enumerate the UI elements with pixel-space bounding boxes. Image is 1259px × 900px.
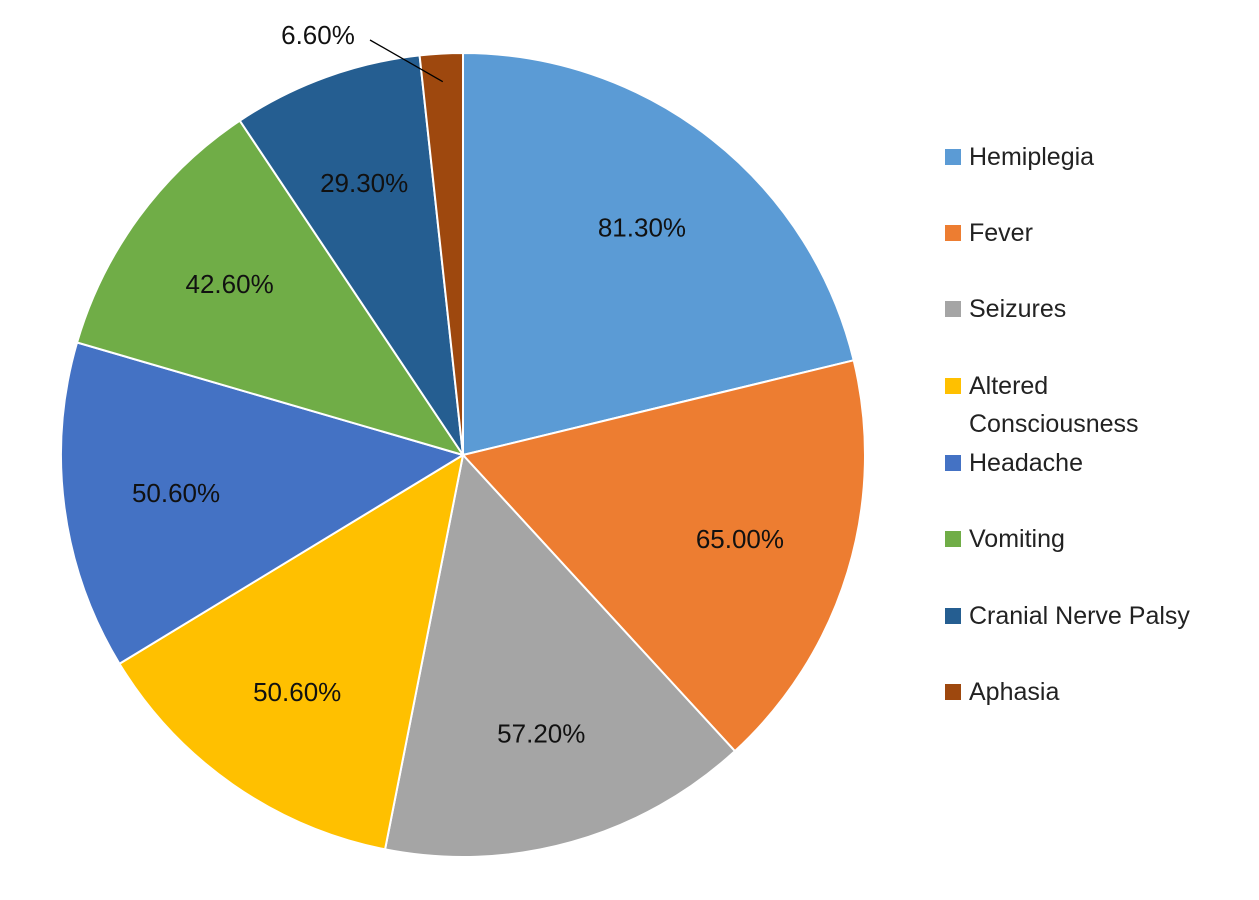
legend-label: Fever bbox=[969, 219, 1033, 247]
pie-slice-seizures bbox=[383, 452, 737, 858]
legend-swatch bbox=[945, 149, 961, 165]
legend-swatch bbox=[945, 531, 961, 547]
legend-label: Altered Consciousness bbox=[969, 372, 1139, 438]
legend-item-seizures: Seizures bbox=[945, 290, 1245, 328]
data-label-fever: 65.00% bbox=[696, 524, 784, 554]
data-label-cranial-nerve-palsy: 29.30% bbox=[320, 168, 408, 198]
legend-label: Seizures bbox=[969, 295, 1067, 323]
data-label-altered-consciousness: 50.60% bbox=[253, 677, 341, 707]
legend-swatch bbox=[945, 455, 961, 471]
legend-swatch bbox=[945, 301, 961, 317]
pie-slice-hemiplegia bbox=[462, 51, 855, 457]
legend-item-fever: Fever bbox=[945, 214, 1245, 252]
leader-line bbox=[369, 39, 444, 83]
legend-item-vomiting: Vomiting bbox=[945, 520, 1245, 558]
legend-item-hemiplegia: Hemiplegia bbox=[945, 138, 1245, 176]
data-label-aphasia: 6.60% bbox=[281, 20, 355, 50]
legend-item-cranial-nerve-palsy: Cranial Nerve Palsy bbox=[945, 597, 1245, 635]
legend-swatch bbox=[945, 684, 961, 700]
pie-slice-altered-consciousness bbox=[118, 452, 465, 851]
legend-item-aphasia: Aphasia bbox=[945, 673, 1245, 711]
legend-label: Vomiting bbox=[969, 525, 1065, 553]
data-label-vomiting: 42.60% bbox=[186, 269, 274, 299]
legend-item-altered-consciousness: Altered Consciousness bbox=[945, 367, 1145, 443]
data-label-hemiplegia: 81.30% bbox=[598, 213, 686, 243]
pie-slice-aphasia bbox=[418, 51, 464, 456]
data-label-seizures: 57.20% bbox=[497, 719, 585, 749]
pie-slice-cranial-nerve-palsy bbox=[238, 54, 464, 456]
legend-item-headache: Headache bbox=[945, 444, 1245, 482]
legend-label: Headache bbox=[969, 449, 1083, 477]
legend-label: Aphasia bbox=[969, 678, 1060, 706]
pie-slice-headache bbox=[60, 341, 466, 666]
legend-swatch bbox=[945, 378, 961, 394]
data-label-headache: 50.60% bbox=[132, 478, 220, 508]
legend-swatch bbox=[945, 608, 961, 624]
pie-slice-fever bbox=[461, 359, 866, 753]
legend-swatch bbox=[945, 225, 961, 241]
pie-chart: 81.30% 65.00% 57.20% 50.60% 50.60% 42.60% 29.3… bbox=[60, 20, 866, 858]
pie-slice-vomiting bbox=[75, 119, 466, 457]
legend-label: Cranial Nerve Palsy bbox=[969, 602, 1190, 630]
legend-label: Hemiplegia bbox=[969, 143, 1095, 171]
